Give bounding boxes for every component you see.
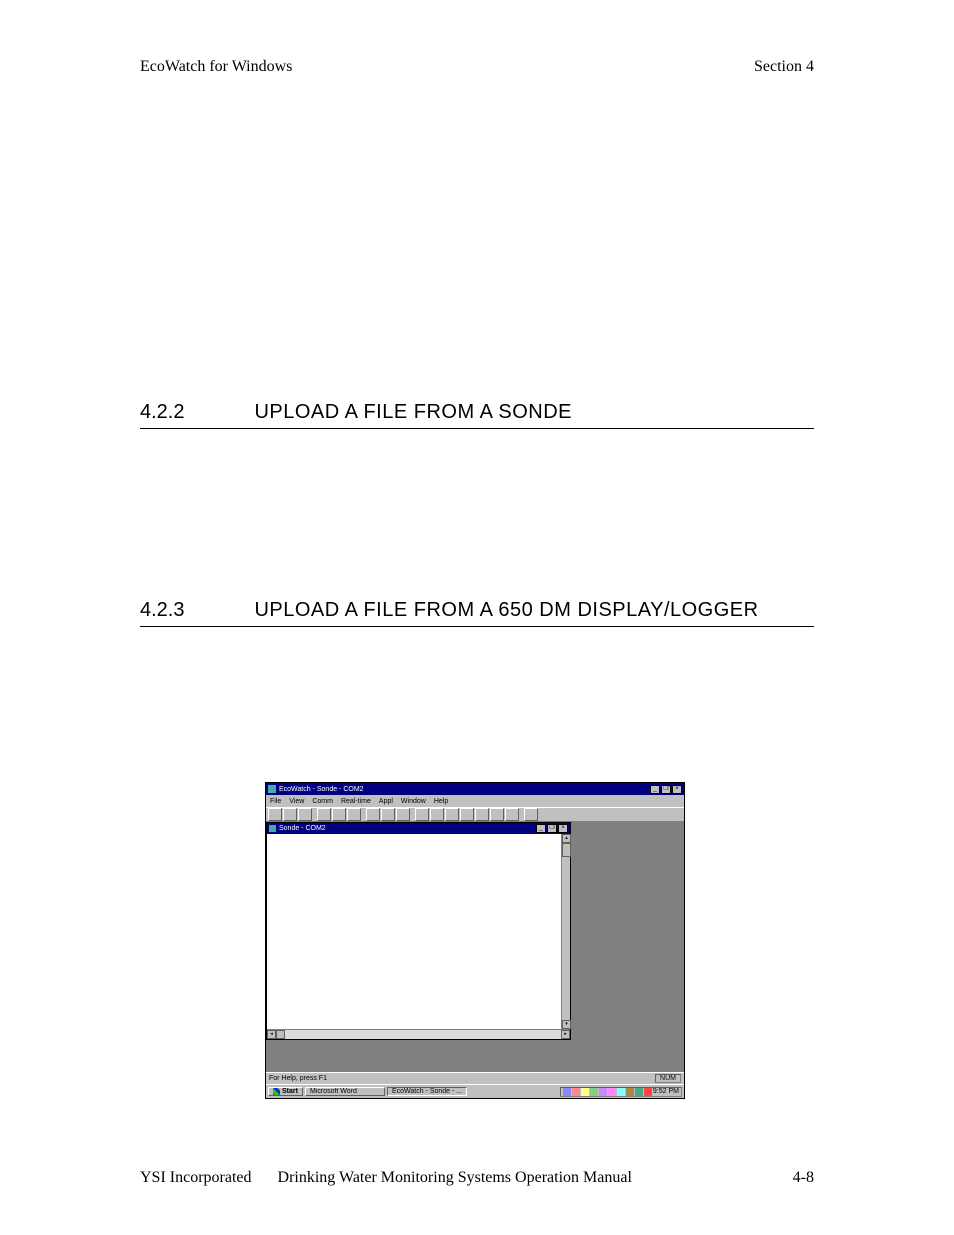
toolbar-button[interactable] <box>396 808 410 821</box>
scroll-thumb[interactable] <box>276 1030 285 1039</box>
tray-icon[interactable] <box>563 1088 571 1096</box>
app-window: EcoWatch - Sonde - COM2 _ ❐ × File View … <box>265 782 685 1099</box>
menu-window[interactable]: Window <box>401 798 426 805</box>
toolbar-button[interactable] <box>298 808 312 821</box>
scroll-up-icon[interactable]: ▴ <box>562 834 571 843</box>
start-button[interactable]: Start <box>268 1087 303 1096</box>
toolbar-button[interactable] <box>317 808 331 821</box>
scroll-right-icon[interactable]: ▸ <box>561 1030 570 1039</box>
child-close-button[interactable]: × <box>558 824 568 833</box>
tray-icon[interactable] <box>581 1088 589 1096</box>
app-icon <box>268 785 276 793</box>
section-heading-423: 4.2.3 UPLOAD A FILE FROM A 650 DM DISPLA… <box>140 599 814 627</box>
child-title: Sonde - COM2 <box>279 825 536 832</box>
scroll-left-icon[interactable]: ◂ <box>267 1030 276 1039</box>
status-num-indicator: NUM <box>655 1074 681 1083</box>
toolbar-button[interactable] <box>475 808 489 821</box>
tray-icon[interactable] <box>590 1088 598 1096</box>
scroll-track[interactable] <box>285 1030 561 1039</box>
child-titlebar: Sonde - COM2 _ ❐ × <box>267 823 570 834</box>
tray-icon[interactable] <box>608 1088 616 1096</box>
toolbar-button[interactable] <box>524 808 538 821</box>
section-num: 4.2.2 <box>140 401 250 424</box>
toolbar-button[interactable] <box>505 808 519 821</box>
footer-page: 4-8 <box>793 1169 814 1187</box>
toolbar-button[interactable] <box>381 808 395 821</box>
toolbar-button[interactable] <box>490 808 504 821</box>
tray-icon[interactable] <box>572 1088 580 1096</box>
section-title: UPLOAD A FILE FROM A 650 DM DISPLAY/LOGG… <box>254 599 758 621</box>
footer-company: YSI Incorporated <box>140 1169 252 1187</box>
toolbar-button[interactable] <box>430 808 444 821</box>
footer: YSI Incorporated Drinking Water Monitori… <box>140 1169 814 1187</box>
close-button[interactable]: × <box>672 785 682 794</box>
mdi-area: Sonde - COM2 _ ❐ × ▴ ▾ ◂ <box>266 822 684 1072</box>
statusbar: For Help, press F1 NUM <box>266 1072 684 1084</box>
section-heading-422: 4.2.2 UPLOAD A FILE FROM A SONDE <box>140 401 814 429</box>
titlebar: EcoWatch - Sonde - COM2 _ ❐ × <box>266 783 684 795</box>
menubar: File View Comm Real-time Appl Window Hel… <box>266 795 684 807</box>
menu-realtime[interactable]: Real-time <box>341 798 371 805</box>
toolbar-button[interactable] <box>366 808 380 821</box>
toolbar-button[interactable] <box>283 808 297 821</box>
start-label: Start <box>282 1088 298 1095</box>
tray-icon[interactable] <box>635 1088 643 1096</box>
child-window: Sonde - COM2 _ ❐ × ▴ ▾ ◂ <box>266 822 571 1040</box>
section-title: UPLOAD A FILE FROM A SONDE <box>254 401 572 423</box>
section-num: 4.2.3 <box>140 599 250 622</box>
maximize-button[interactable]: ❐ <box>661 785 671 794</box>
toolbar-button[interactable] <box>332 808 346 821</box>
tray-icon[interactable] <box>599 1088 607 1096</box>
menu-comm[interactable]: Comm <box>312 798 333 805</box>
windows-icon <box>273 1088 280 1095</box>
toolbar <box>266 807 684 822</box>
child-maximize-button[interactable]: ❐ <box>547 824 557 833</box>
scroll-down-icon[interactable]: ▾ <box>562 1020 571 1029</box>
footer-manual: Drinking Water Monitoring Systems Operat… <box>278 1169 632 1187</box>
taskbar: Start Microsoft Word EcoWatch - Sonde - … <box>266 1084 684 1098</box>
tray-icon[interactable] <box>644 1088 652 1096</box>
status-text: For Help, press F1 <box>269 1075 327 1082</box>
toolbar-button[interactable] <box>415 808 429 821</box>
horizontal-scrollbar[interactable]: ◂ ▸ <box>267 1029 570 1039</box>
toolbar-button[interactable] <box>460 808 474 821</box>
toolbar-button[interactable] <box>347 808 361 821</box>
child-minimize-button[interactable]: _ <box>536 824 546 833</box>
tray-icon[interactable] <box>617 1088 625 1096</box>
terminal-body[interactable]: ▴ ▾ <box>267 834 570 1029</box>
header-right: Section 4 <box>754 58 814 76</box>
header-left: EcoWatch for Windows <box>140 58 292 76</box>
window-title: EcoWatch - Sonde - COM2 <box>279 786 650 793</box>
taskbar-item[interactable]: Microsoft Word <box>305 1087 385 1096</box>
tray-icon[interactable] <box>626 1088 634 1096</box>
menu-help[interactable]: Help <box>434 798 448 805</box>
clock: 9:52 PM <box>653 1088 679 1095</box>
taskbar-item[interactable]: EcoWatch - Sonde - ... <box>387 1087 467 1096</box>
system-tray: 9:52 PM <box>560 1087 682 1097</box>
child-icon <box>269 825 276 832</box>
toolbar-button[interactable] <box>268 808 282 821</box>
scroll-thumb[interactable] <box>562 843 571 857</box>
menu-view[interactable]: View <box>289 798 304 805</box>
minimize-button[interactable]: _ <box>650 785 660 794</box>
menu-file[interactable]: File <box>270 798 281 805</box>
vertical-scrollbar[interactable]: ▴ ▾ <box>561 834 570 1029</box>
menu-appl[interactable]: Appl <box>379 798 393 805</box>
toolbar-button[interactable] <box>445 808 459 821</box>
